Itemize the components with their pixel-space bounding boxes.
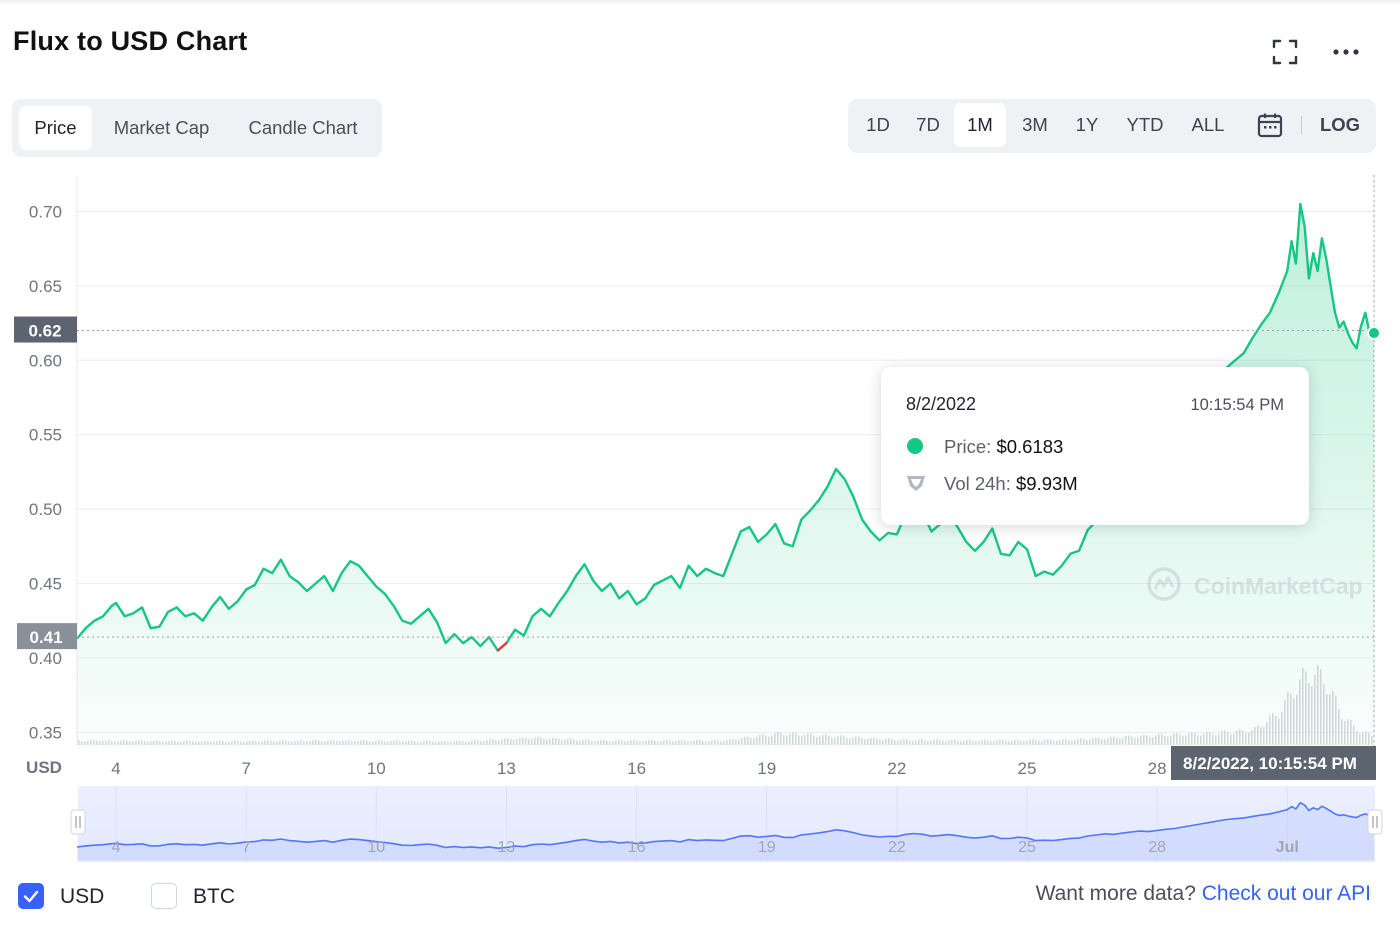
tooltip-volume-label: Vol 24h: [944, 473, 1011, 494]
x-tick-label: 19 [757, 759, 776, 778]
navigator-right-handle[interactable] [1367, 809, 1383, 835]
x-tick-label: 16 [627, 759, 646, 778]
tooltip-price-value: $0.6183 [996, 436, 1064, 457]
chart-type-tabs: Price Market Cap Candle Chart [12, 99, 382, 157]
current-point-marker [1367, 326, 1381, 341]
tab-market-cap[interactable]: Market Cap [113, 117, 210, 138]
crosshair-date-tag: 8/2/2022, 10:15:54 PM [1171, 746, 1376, 780]
api-link[interactable]: Check out our API [1201, 882, 1371, 905]
navigator-tick-label: 28 [1148, 839, 1166, 856]
x-tick-label: 4 [111, 759, 120, 778]
y-tick-label: 0.50 [29, 500, 62, 519]
btc-checkbox[interactable] [151, 883, 177, 909]
price-area [77, 204, 1374, 748]
baseline-price-tag-label: 0.41 [29, 628, 62, 647]
navigator-tick-label: 10 [367, 839, 385, 856]
range-separator [1301, 116, 1302, 134]
navigator-tick-label: 25 [1018, 839, 1036, 856]
range-1m[interactable]: 1M [954, 103, 1006, 147]
navigator[interactable]: 4 7 10 13 16 19 22 25 28 Jul [70, 786, 1383, 862]
y-tick-label: 0.45 [29, 575, 62, 594]
fullscreen-icon[interactable] [1269, 36, 1301, 68]
x-tick-label: 28 [1148, 759, 1167, 778]
x-tick-label: 25 [1018, 759, 1037, 778]
btc-legend-label[interactable]: BTC [193, 885, 235, 908]
price-tooltip: 8/2/2022 10:15:54 PM Price: $0.6183 Vol … [881, 367, 1309, 525]
navigator-tick-label: 19 [758, 839, 776, 856]
y-tick-label: 0.70 [29, 202, 62, 221]
y-tick-label: 0.65 [29, 277, 62, 296]
usd-checkbox[interactable] [18, 883, 44, 909]
range-3m[interactable]: 3M [1022, 114, 1048, 135]
y-axis-labels: 0.70 0.65 0.60 0.55 0.50 0.45 0.40 0.35 [29, 202, 62, 742]
calendar-icon[interactable] [1256, 111, 1284, 139]
range-all[interactable]: ALL [1191, 114, 1225, 135]
navigator-tick-lines [115, 786, 1288, 862]
current-price-tag-label: 0.62 [28, 322, 61, 341]
more-horizontal-icon[interactable] [1330, 36, 1362, 68]
volume-shield-icon [905, 473, 927, 493]
current-price-tag: 0.62 [14, 316, 77, 343]
usd-legend-label[interactable]: USD [60, 885, 105, 908]
navigator-tick-label: 16 [628, 839, 646, 856]
navigator-tick-label: 13 [498, 839, 516, 856]
watermark: CoinMarketCap [1147, 567, 1363, 601]
tab-candle-chart[interactable]: Candle Chart [248, 117, 358, 138]
price-dot-icon [907, 438, 923, 454]
x-axis-labels: 4 7 10 13 16 19 22 25 28 [111, 759, 1166, 778]
api-prompt: Want more data? Check out our API [1036, 882, 1371, 906]
tooltip-price-row: Price: $0.6183 [944, 436, 1063, 458]
tab-price[interactable]: Price [19, 106, 92, 150]
baseline-price-tag: 0.41 [17, 623, 77, 650]
below-baseline-segments [496, 641, 508, 652]
y-tick-label: 0.55 [29, 426, 62, 445]
unit-label: USD [26, 758, 62, 777]
range-1y[interactable]: 1Y [1075, 114, 1099, 135]
y-tick-label: 0.60 [29, 351, 62, 370]
down-segment [496, 641, 508, 652]
price-line [76, 202, 1375, 652]
check-icon [23, 890, 39, 903]
navigator-labels: 4 7 10 13 16 19 22 25 28 Jul [112, 839, 1299, 856]
navigator-tick-label: 4 [112, 839, 121, 856]
crosshair-date-label: 8/2/2022, 10:15:54 PM [1183, 754, 1357, 773]
tooltip-time: 10:15:54 PM [1190, 396, 1284, 414]
navigator-tick-label: 7 [242, 839, 251, 856]
x-tick-label: 13 [497, 759, 516, 778]
time-range-selector: 1D 7D 1M 3M 1Y YTD ALL LOG [848, 99, 1376, 153]
x-tick-label: 7 [241, 759, 250, 778]
y-tick-label: 0.35 [29, 723, 62, 742]
x-tick-label: 10 [367, 759, 386, 778]
tooltip-volume-value: $9.93M [1016, 473, 1078, 494]
tooltip-price-label: Price: [944, 436, 992, 457]
x-tick-label: 22 [887, 759, 906, 778]
range-1d[interactable]: 1D [866, 114, 890, 135]
navigator-tick-label: Jul [1276, 839, 1299, 856]
y-tick-label: 0.40 [29, 649, 62, 668]
api-prompt-text: Want more data? [1035, 882, 1196, 905]
navigator-left-handle[interactable] [70, 809, 86, 835]
watermark-text: CoinMarketCap [1194, 573, 1363, 599]
chart-title: Flux to USD Chart [13, 26, 248, 56]
range-7d[interactable]: 7D [916, 114, 940, 135]
tooltip-date: 8/2/2022 [906, 394, 977, 414]
top-fade [0, 0, 1400, 6]
log-toggle[interactable]: LOG [1319, 114, 1361, 135]
range-ytd[interactable]: YTD [1126, 114, 1164, 135]
navigator-tick-label: 22 [888, 839, 906, 856]
tooltip-volume-row: Vol 24h: $9.93M [944, 473, 1078, 495]
